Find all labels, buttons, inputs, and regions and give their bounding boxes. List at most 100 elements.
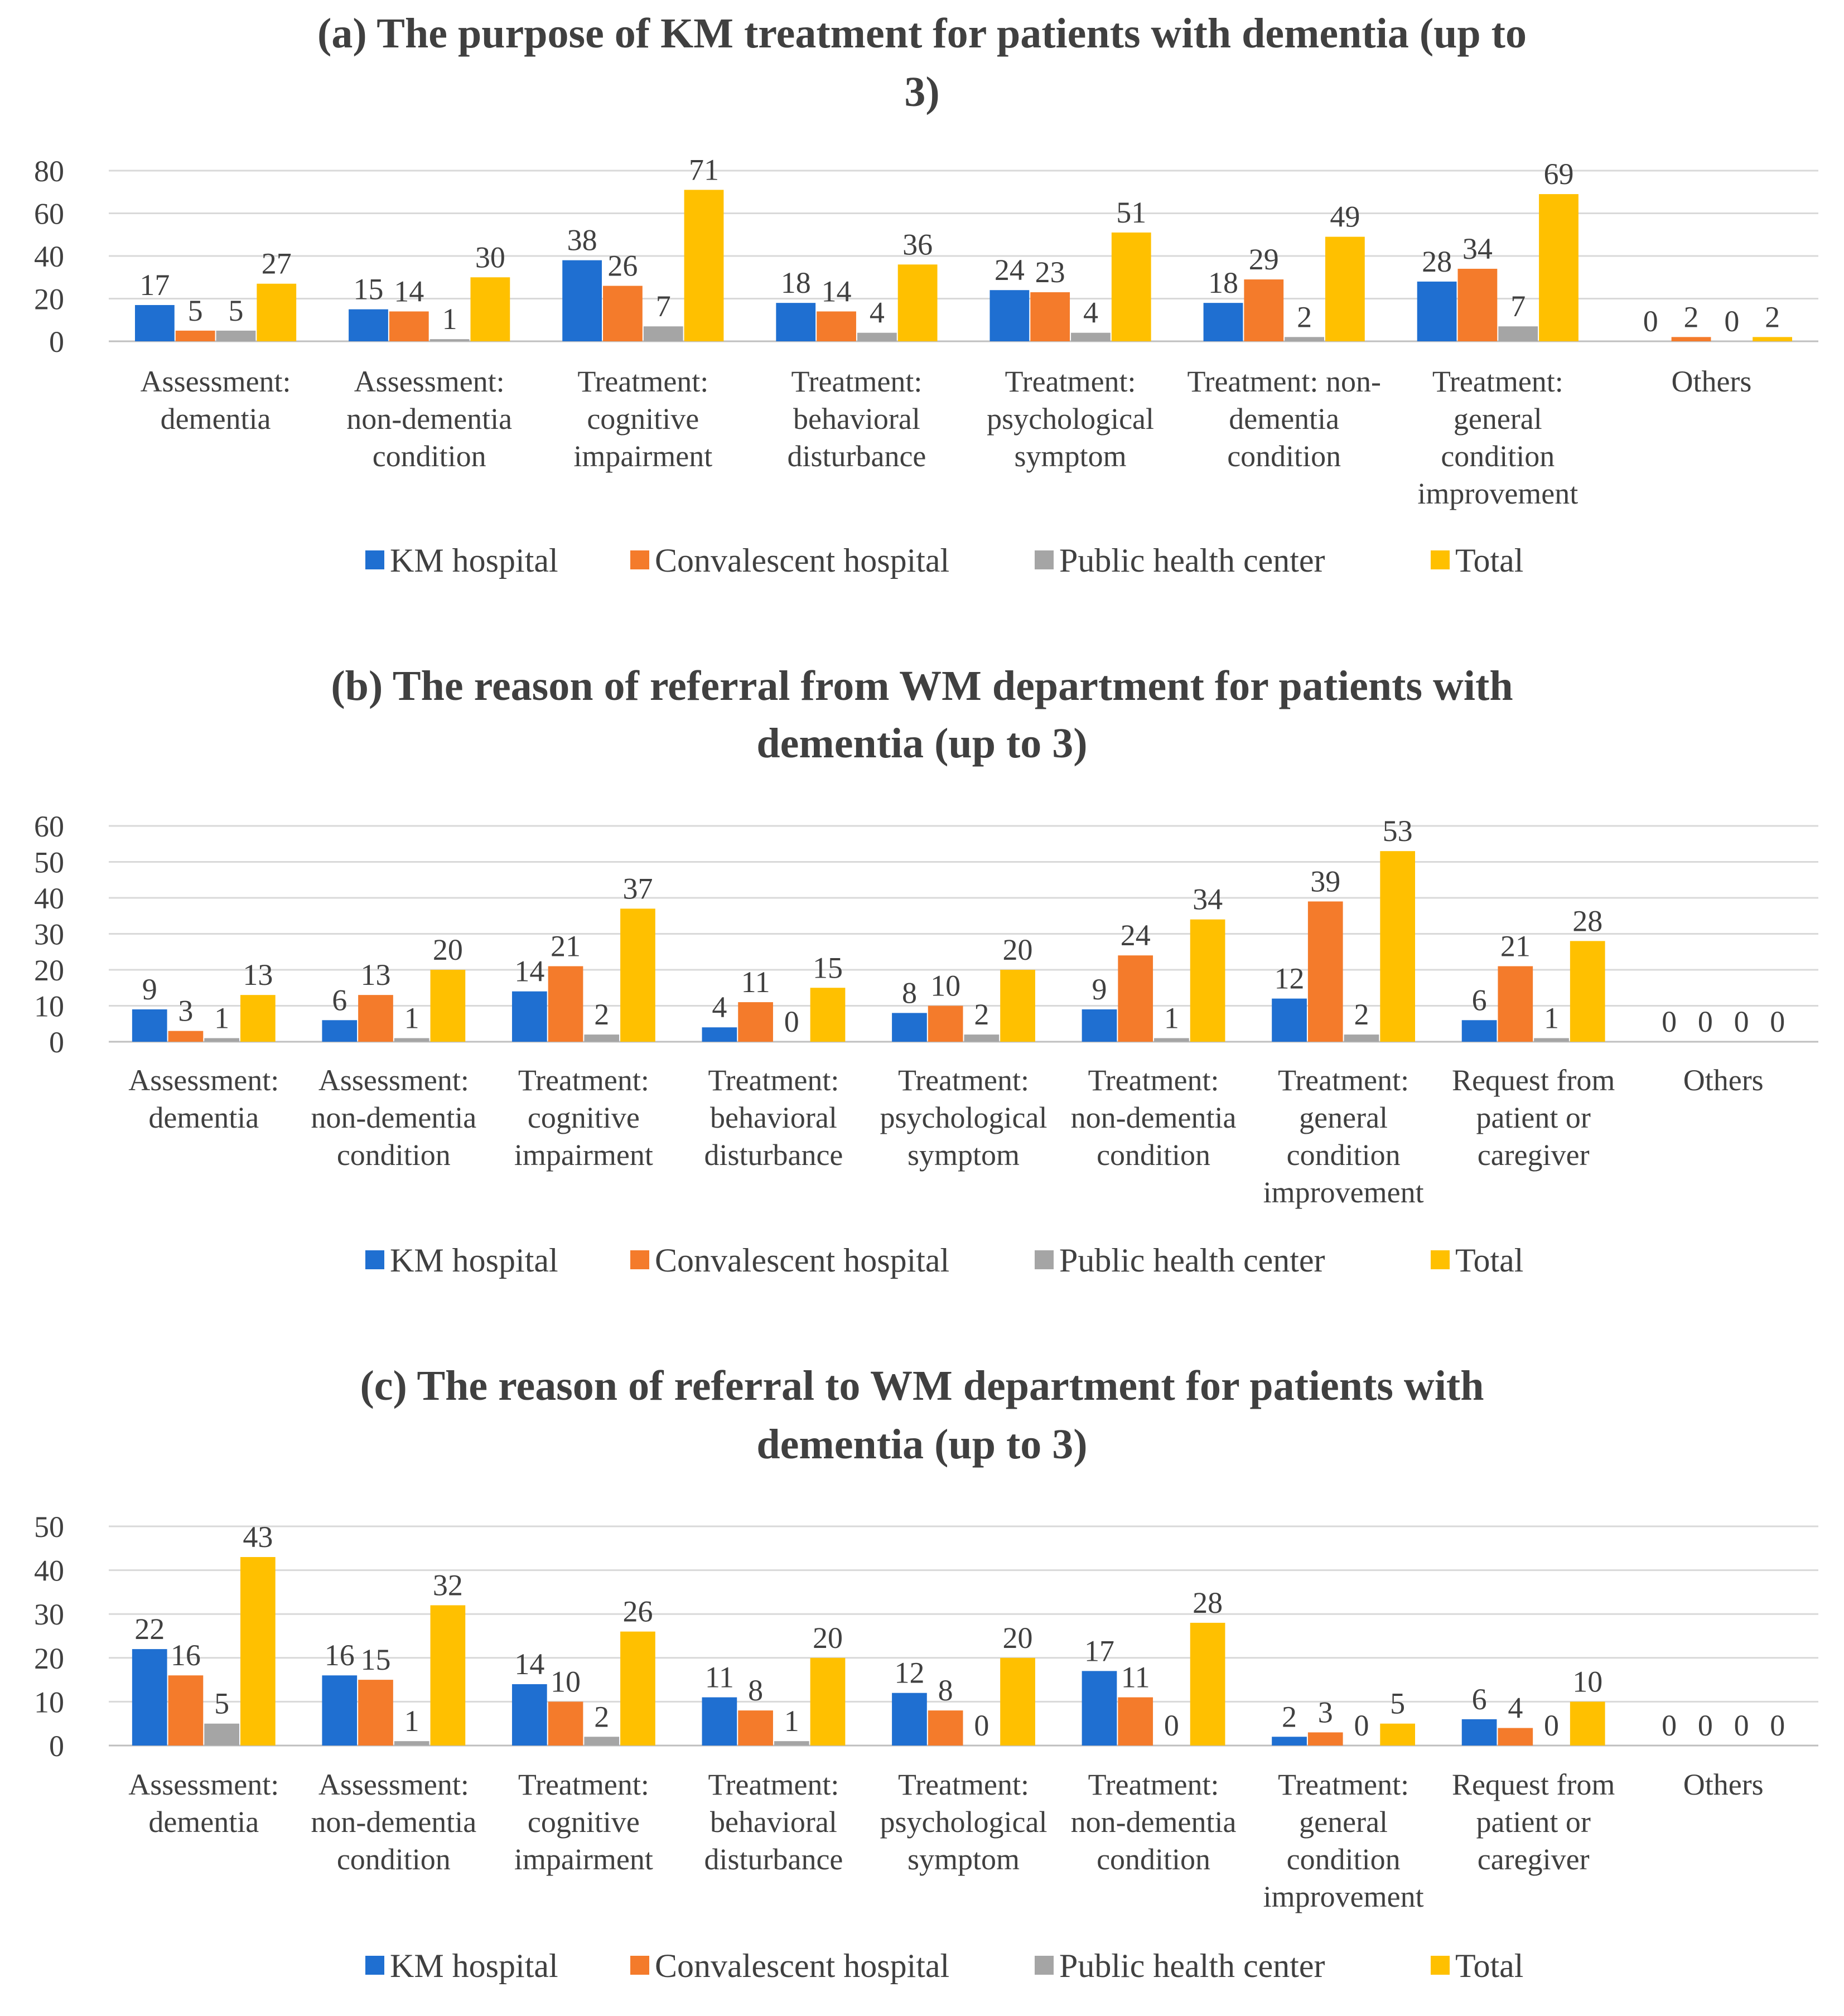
legend-label-public-health-center: Public health center <box>1059 1242 1325 1279</box>
bar-convalescent-hospital <box>928 1005 963 1042</box>
category-label: symptom <box>1015 439 1127 473</box>
y-tick-label: 40 <box>34 882 64 915</box>
bar-convalescent-hospital <box>389 311 429 341</box>
y-tick-label: 10 <box>34 1685 64 1719</box>
category-label: Treatment: <box>1278 1768 1409 1801</box>
data-label: 1 <box>1544 1002 1559 1035</box>
category-label: disturbance <box>704 1843 843 1876</box>
legend-swatch-km-hospital <box>365 550 384 569</box>
data-label: 20 <box>1003 1621 1033 1655</box>
bar-convalescent-hospital <box>358 1680 393 1746</box>
category-label: behavioral <box>793 402 920 436</box>
data-label: 0 <box>1724 304 1739 338</box>
bar-km-hospital <box>989 290 1030 341</box>
data-label: 0 <box>1734 1709 1749 1742</box>
category-label: condition <box>1287 1843 1401 1876</box>
legend-swatch-km-hospital <box>365 1956 384 1975</box>
bar-km-hospital <box>511 991 547 1042</box>
y-tick-label: 10 <box>34 990 64 1023</box>
data-label: 24 <box>1121 918 1151 952</box>
data-label: 51 <box>1116 196 1146 229</box>
legend-label-km-hospital: KM hospital <box>390 1947 558 1984</box>
data-label: 8 <box>902 976 917 1009</box>
legend-label-convalescent-hospital: Convalescent hospital <box>655 1947 949 1984</box>
legend-swatch-public-health-center <box>1035 550 1054 569</box>
data-label: 71 <box>689 153 719 186</box>
data-label: 4 <box>870 296 885 330</box>
data-label: 28 <box>1422 245 1452 278</box>
data-label: 5 <box>188 294 203 327</box>
bar-total <box>897 264 938 341</box>
bar-km-hospital <box>1082 1009 1117 1042</box>
bar-public-health-center <box>204 1723 239 1746</box>
category-label: Treatment: <box>1088 1063 1219 1097</box>
data-label: 8 <box>938 1674 953 1707</box>
category-label: Treatment: <box>898 1063 1029 1097</box>
data-label: 5 <box>228 294 243 327</box>
category-label: Treatment: <box>708 1063 839 1097</box>
bar-convalescent-hospital <box>358 995 393 1042</box>
bar-public-health-center <box>429 339 470 341</box>
bar-km-hospital <box>776 303 816 341</box>
data-label: 37 <box>622 872 653 905</box>
bar-km-hospital <box>322 1020 358 1042</box>
category-label: dementia <box>1229 402 1339 436</box>
data-label: 15 <box>353 273 383 306</box>
data-label: 10 <box>1572 1665 1602 1698</box>
data-label: 0 <box>1164 1709 1179 1742</box>
legend-swatch-convalescent-hospital <box>630 550 649 569</box>
bar-total <box>1190 1622 1225 1746</box>
bar-total <box>1325 236 1365 341</box>
bar-km-hospital <box>1417 281 1457 341</box>
y-tick-label: 60 <box>34 810 64 843</box>
category-label: condition <box>337 1843 451 1876</box>
category-label: impairment <box>573 439 712 473</box>
category-label: patient or <box>1476 1101 1590 1134</box>
data-label: 39 <box>1310 864 1340 898</box>
category-label: Treatment: <box>1088 1768 1219 1801</box>
data-label: 1 <box>404 1002 419 1035</box>
legend-label-public-health-center: Public health center <box>1059 542 1325 579</box>
y-tick-label: 60 <box>34 197 64 231</box>
category-label: disturbance <box>787 439 926 473</box>
data-label: 13 <box>360 958 390 992</box>
data-label: 3 <box>1318 1695 1333 1729</box>
data-label: 6 <box>1472 1683 1487 1716</box>
chart-title-line: (c) The reason of referral to WM departm… <box>360 1362 1484 1409</box>
data-label: 29 <box>1249 243 1279 276</box>
bar-km-hospital <box>562 260 602 341</box>
data-label: 2 <box>1354 998 1369 1031</box>
data-label: 6 <box>332 983 347 1017</box>
bar-km-hospital <box>1461 1719 1497 1746</box>
bar-convalescent-hospital <box>603 286 643 341</box>
bar-total <box>240 1557 276 1746</box>
bar-convalescent-hospital <box>175 330 215 341</box>
bar-total <box>1000 1657 1035 1746</box>
bar-public-health-center <box>1498 326 1538 341</box>
data-label: 15 <box>813 951 843 984</box>
data-label: 0 <box>1354 1709 1369 1742</box>
data-label: 11 <box>741 965 770 999</box>
y-tick-label: 40 <box>34 1554 64 1588</box>
y-tick-label: 30 <box>34 1598 64 1631</box>
data-label: 5 <box>214 1687 229 1720</box>
category-label: improvement <box>1263 1176 1424 1209</box>
bar-total <box>1380 851 1416 1042</box>
y-tick-label: 20 <box>34 283 64 316</box>
bar-total <box>684 190 724 341</box>
legend-swatch-public-health-center <box>1035 1956 1054 1975</box>
bar-convalescent-hospital <box>548 966 583 1042</box>
data-label: 20 <box>433 933 463 966</box>
data-label: 16 <box>325 1638 355 1672</box>
data-label: 23 <box>1035 255 1065 289</box>
category-label: Treatment: <box>1432 365 1563 398</box>
bar-total <box>1380 1723 1416 1746</box>
bar-total <box>430 1605 466 1746</box>
category-label: condition <box>337 1138 451 1172</box>
data-label: 0 <box>1770 1005 1785 1038</box>
data-label: 7 <box>656 289 671 323</box>
chart-panel-1: (a) The purpose of KM treatment for pati… <box>34 10 1818 579</box>
bar-km-hospital <box>702 1697 737 1746</box>
data-label: 7 <box>1510 289 1526 323</box>
bar-km-hospital <box>132 1009 167 1042</box>
